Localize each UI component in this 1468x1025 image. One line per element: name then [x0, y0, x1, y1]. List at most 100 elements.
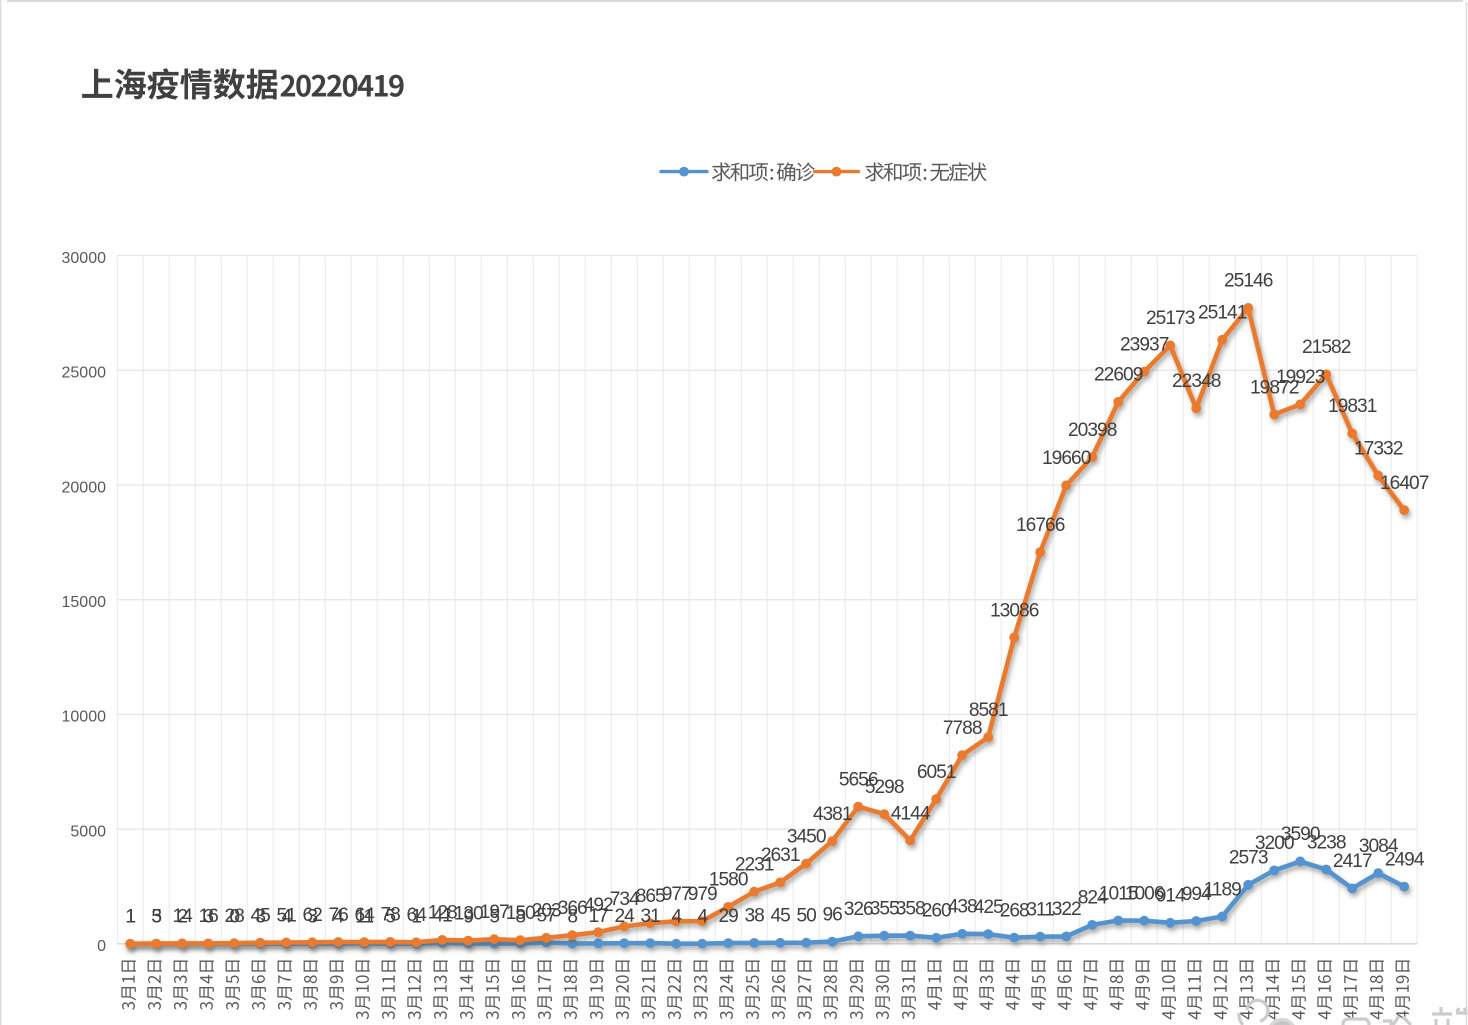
svg-text:25146: 25146 [1224, 271, 1273, 292]
svg-text:51: 51 [277, 905, 297, 926]
svg-text:4144: 4144 [891, 803, 931, 824]
svg-text:994: 994 [1182, 884, 1212, 905]
svg-text:5656: 5656 [839, 769, 878, 790]
svg-text:64: 64 [407, 905, 428, 926]
svg-text:824: 824 [1078, 888, 1108, 909]
svg-text:914: 914 [1156, 886, 1186, 907]
svg-text:5298: 5298 [865, 777, 904, 798]
svg-text:0: 0 [97, 938, 106, 955]
svg-text:21582: 21582 [1302, 337, 1351, 358]
svg-text:2631: 2631 [761, 845, 800, 866]
svg-text:4: 4 [697, 907, 708, 928]
svg-text:16: 16 [199, 906, 219, 927]
svg-text:14: 14 [173, 906, 194, 927]
svg-text:260: 260 [922, 901, 951, 922]
svg-text:2: 2 [177, 907, 187, 928]
svg-text:4: 4 [281, 907, 292, 928]
svg-text:203: 203 [532, 901, 561, 922]
svg-text:24: 24 [615, 906, 636, 927]
svg-text:17: 17 [589, 906, 609, 927]
svg-text:28: 28 [225, 906, 245, 927]
svg-text:38: 38 [745, 906, 765, 927]
svg-text:19872: 19872 [1250, 377, 1299, 398]
svg-text:30000: 30000 [62, 250, 107, 267]
svg-text:19660: 19660 [1042, 448, 1091, 469]
svg-text:96: 96 [823, 904, 843, 925]
svg-text:2573: 2573 [1229, 848, 1268, 869]
svg-text:3200: 3200 [1255, 833, 1294, 854]
svg-text:197: 197 [480, 902, 509, 923]
svg-text:734: 734 [610, 889, 640, 910]
svg-text:150: 150 [506, 903, 535, 924]
svg-text:19923: 19923 [1276, 367, 1325, 388]
svg-text:25000: 25000 [62, 365, 107, 382]
svg-text:128: 128 [428, 903, 457, 924]
svg-text:3: 3 [151, 907, 161, 928]
svg-text:358: 358 [896, 898, 925, 919]
svg-text:3590: 3590 [1281, 824, 1320, 845]
svg-text:355: 355 [870, 899, 899, 920]
svg-text:19831: 19831 [1328, 396, 1377, 417]
svg-text:23937: 23937 [1120, 334, 1169, 355]
svg-text:25141: 25141 [1198, 303, 1247, 324]
svg-text:29: 29 [719, 906, 739, 927]
svg-text:6051: 6051 [917, 762, 956, 783]
svg-text:425: 425 [974, 897, 1003, 918]
svg-text:3238: 3238 [1307, 832, 1346, 853]
svg-text:1580: 1580 [709, 870, 748, 891]
svg-text:1015: 1015 [1099, 883, 1138, 904]
svg-text:45: 45 [771, 906, 791, 927]
svg-text:8: 8 [515, 906, 525, 927]
svg-text:977: 977 [662, 884, 691, 905]
svg-text:64: 64 [355, 905, 376, 926]
svg-text:1: 1 [411, 907, 421, 928]
svg-text:492: 492 [584, 895, 613, 916]
svg-text:45: 45 [251, 906, 271, 927]
svg-text:13086: 13086 [990, 600, 1039, 621]
svg-text:5: 5 [489, 907, 499, 928]
svg-text:16407: 16407 [1380, 473, 1429, 494]
svg-text:438: 438 [948, 897, 977, 918]
svg-text:41: 41 [433, 906, 453, 927]
svg-text:2494: 2494 [1385, 849, 1425, 870]
svg-text:3084: 3084 [1359, 836, 1399, 857]
svg-text:76: 76 [329, 905, 349, 926]
svg-text:2417: 2417 [1333, 851, 1372, 872]
svg-text:311: 311 [1026, 900, 1054, 921]
svg-text:0: 0 [229, 907, 239, 928]
svg-text:50: 50 [797, 906, 817, 927]
svg-text:865: 865 [636, 886, 665, 907]
svg-text:3: 3 [203, 907, 213, 928]
svg-text:3: 3 [307, 907, 317, 928]
svg-text:1006: 1006 [1125, 884, 1164, 905]
svg-text:322: 322 [1052, 899, 1081, 920]
svg-text:11: 11 [355, 906, 373, 927]
svg-text:5: 5 [385, 907, 395, 928]
svg-text:22609: 22609 [1094, 365, 1143, 386]
svg-text:366: 366 [558, 898, 587, 919]
svg-text:8: 8 [567, 906, 577, 927]
svg-text:7788: 7788 [943, 718, 982, 739]
svg-text:10000: 10000 [62, 709, 107, 726]
svg-text:9: 9 [463, 906, 473, 927]
svg-text:20398: 20398 [1068, 420, 1117, 441]
svg-text:3: 3 [255, 907, 265, 928]
svg-text:2231: 2231 [735, 855, 774, 876]
svg-text:1: 1 [125, 907, 135, 928]
svg-text:268: 268 [1000, 901, 1029, 922]
svg-text:979: 979 [688, 884, 717, 905]
svg-text:20000: 20000 [62, 479, 107, 496]
svg-text:4: 4 [333, 907, 344, 928]
svg-text:4: 4 [671, 907, 682, 928]
svg-text:3450: 3450 [787, 826, 826, 847]
svg-text:15000: 15000 [62, 594, 107, 611]
svg-text:8581: 8581 [969, 700, 1008, 721]
svg-text:16766: 16766 [1016, 515, 1065, 536]
svg-text:57: 57 [537, 905, 557, 926]
svg-text:4381: 4381 [813, 804, 852, 825]
svg-text:5000: 5000 [70, 823, 106, 840]
svg-text:31: 31 [641, 906, 661, 927]
svg-text:25173: 25173 [1146, 308, 1195, 329]
svg-text:5: 5 [151, 906, 161, 927]
svg-text:22348: 22348 [1172, 371, 1221, 392]
